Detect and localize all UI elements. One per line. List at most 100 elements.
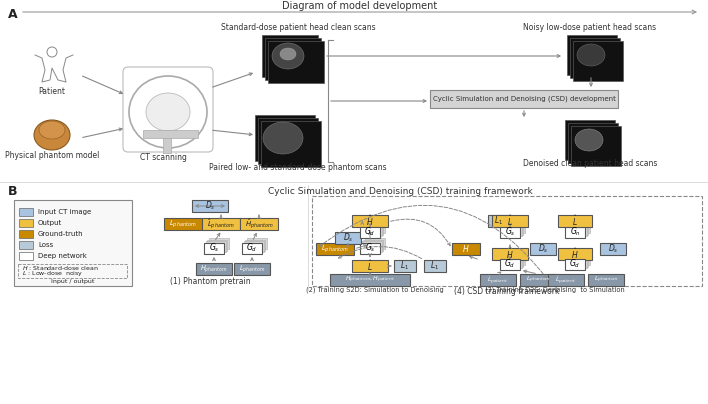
- Text: (4) CSD training framework: (4) CSD training framework: [455, 288, 560, 297]
- Text: $G_n$: $G_n$: [569, 226, 581, 238]
- Text: Standard-dose patient head clean scans: Standard-dose patient head clean scans: [221, 23, 375, 32]
- FancyBboxPatch shape: [566, 225, 586, 236]
- FancyBboxPatch shape: [330, 274, 410, 286]
- Text: $H$: $H$: [462, 244, 470, 255]
- FancyBboxPatch shape: [480, 274, 516, 286]
- FancyBboxPatch shape: [245, 240, 265, 250]
- Text: $\tilde{L}_{patient}$: $\tilde{L}_{patient}$: [555, 274, 576, 286]
- FancyBboxPatch shape: [568, 255, 588, 267]
- FancyBboxPatch shape: [268, 41, 324, 83]
- FancyBboxPatch shape: [242, 242, 262, 253]
- Text: $L_{phantom}$: $L_{phantom}$: [239, 263, 265, 275]
- Text: $\hat{L}$: $\hat{L}$: [367, 259, 373, 273]
- Ellipse shape: [34, 120, 70, 150]
- FancyBboxPatch shape: [360, 227, 380, 238]
- Ellipse shape: [577, 44, 605, 66]
- Text: Cyclic Simulation and Denoising (CSD) development: Cyclic Simulation and Denoising (CSD) de…: [433, 96, 615, 102]
- Text: Paired low- and standard-dose phantom scans: Paired low- and standard-dose phantom sc…: [209, 164, 387, 173]
- Text: $L_{phantom}$: $L_{phantom}$: [593, 275, 618, 285]
- Text: $G_d$: $G_d$: [504, 258, 515, 270]
- FancyBboxPatch shape: [352, 260, 388, 272]
- Text: (2) Training S2D: Simulation to Denoising: (2) Training S2D: Simulation to Denoisin…: [306, 287, 444, 293]
- Text: $\hat{L}_{phantom}$: $\hat{L}_{phantom}$: [207, 217, 235, 231]
- FancyBboxPatch shape: [205, 241, 226, 252]
- FancyBboxPatch shape: [492, 248, 528, 260]
- FancyBboxPatch shape: [363, 223, 383, 234]
- FancyBboxPatch shape: [558, 248, 592, 260]
- FancyBboxPatch shape: [600, 243, 626, 255]
- Text: Input / output: Input / output: [51, 280, 95, 284]
- Text: $D_s$: $D_s$: [205, 200, 215, 212]
- Text: $\hat{H}_{phantom}$: $\hat{H}_{phantom}$: [244, 217, 273, 231]
- FancyBboxPatch shape: [394, 260, 416, 272]
- FancyBboxPatch shape: [207, 240, 227, 250]
- FancyBboxPatch shape: [530, 243, 556, 255]
- Text: $L_{phantom}$: $L_{phantom}$: [169, 218, 197, 230]
- Text: $D_s$: $D_s$: [537, 243, 548, 255]
- Text: $G_d$: $G_d$: [365, 226, 376, 238]
- Text: B: B: [8, 185, 18, 198]
- FancyBboxPatch shape: [19, 219, 33, 227]
- Text: A: A: [8, 8, 18, 21]
- FancyBboxPatch shape: [316, 243, 354, 255]
- Text: $\tilde{L}_{patient}$: $\tilde{L}_{patient}$: [487, 274, 508, 286]
- Text: Cyclic Simulation and Denoising (CSD) training framework: Cyclic Simulation and Denoising (CSD) tr…: [268, 187, 532, 196]
- FancyBboxPatch shape: [244, 241, 263, 252]
- Text: Patient: Patient: [38, 88, 66, 97]
- Text: Physical phantom model: Physical phantom model: [5, 151, 99, 160]
- Text: $\hat{H}$: $\hat{H}$: [366, 214, 374, 228]
- FancyBboxPatch shape: [19, 252, 33, 260]
- Text: $\it{L}$ : Low-dose  noisy: $\it{L}$ : Low-dose noisy: [22, 269, 84, 278]
- FancyBboxPatch shape: [501, 225, 522, 236]
- Text: $G_s$: $G_s$: [365, 242, 375, 254]
- FancyBboxPatch shape: [202, 218, 240, 230]
- FancyBboxPatch shape: [570, 38, 620, 78]
- FancyBboxPatch shape: [352, 215, 388, 227]
- Ellipse shape: [146, 93, 190, 131]
- FancyBboxPatch shape: [567, 35, 617, 75]
- FancyBboxPatch shape: [500, 227, 520, 238]
- Text: $H_{phantom}, H_{patient}$: $H_{phantom}, H_{patient}$: [345, 275, 395, 285]
- Text: $G_d$: $G_d$: [246, 242, 258, 254]
- FancyBboxPatch shape: [452, 243, 480, 255]
- FancyBboxPatch shape: [362, 225, 382, 236]
- FancyBboxPatch shape: [503, 223, 523, 234]
- FancyBboxPatch shape: [505, 254, 525, 265]
- Text: $L_{phantom}$: $L_{phantom}$: [321, 243, 349, 255]
- Ellipse shape: [263, 122, 303, 154]
- FancyBboxPatch shape: [208, 238, 229, 249]
- Text: $G_s$: $G_s$: [505, 226, 515, 238]
- Text: $\hat{H}$: $\hat{H}$: [506, 247, 514, 261]
- Text: $L_1$: $L_1$: [401, 260, 409, 272]
- FancyBboxPatch shape: [265, 38, 321, 80]
- FancyBboxPatch shape: [365, 222, 384, 233]
- Text: $G_s$: $G_s$: [209, 242, 219, 254]
- Text: Diagram of model development: Diagram of model development: [282, 1, 438, 11]
- Ellipse shape: [575, 129, 603, 151]
- FancyBboxPatch shape: [246, 238, 266, 249]
- FancyBboxPatch shape: [19, 208, 33, 216]
- FancyBboxPatch shape: [505, 222, 525, 233]
- FancyBboxPatch shape: [255, 115, 315, 161]
- FancyBboxPatch shape: [565, 259, 585, 269]
- FancyBboxPatch shape: [365, 238, 384, 249]
- FancyBboxPatch shape: [143, 130, 198, 138]
- FancyBboxPatch shape: [520, 274, 556, 286]
- Ellipse shape: [272, 43, 304, 69]
- FancyBboxPatch shape: [503, 255, 523, 267]
- FancyBboxPatch shape: [548, 274, 584, 286]
- Text: CT scanning: CT scanning: [139, 154, 186, 162]
- Text: $L_1$: $L_1$: [430, 260, 440, 272]
- Text: $H_{phantom}$: $H_{phantom}$: [200, 263, 228, 275]
- Text: $\it{H}$ : Standard-dose clean: $\it{H}$ : Standard-dose clean: [22, 264, 99, 272]
- Text: (1) Phantom pretrain: (1) Phantom pretrain: [170, 278, 251, 286]
- FancyBboxPatch shape: [568, 123, 618, 163]
- Text: (3) Training D2S: Denoising  to Simulation: (3) Training D2S: Denoising to Simulatio…: [485, 287, 625, 293]
- FancyBboxPatch shape: [565, 120, 615, 160]
- FancyBboxPatch shape: [261, 121, 321, 167]
- Text: $L_{phantom}$: $L_{phantom}$: [525, 275, 550, 285]
- FancyBboxPatch shape: [360, 242, 380, 253]
- Text: Deep network: Deep network: [38, 253, 87, 259]
- FancyBboxPatch shape: [196, 263, 232, 275]
- FancyBboxPatch shape: [492, 215, 528, 227]
